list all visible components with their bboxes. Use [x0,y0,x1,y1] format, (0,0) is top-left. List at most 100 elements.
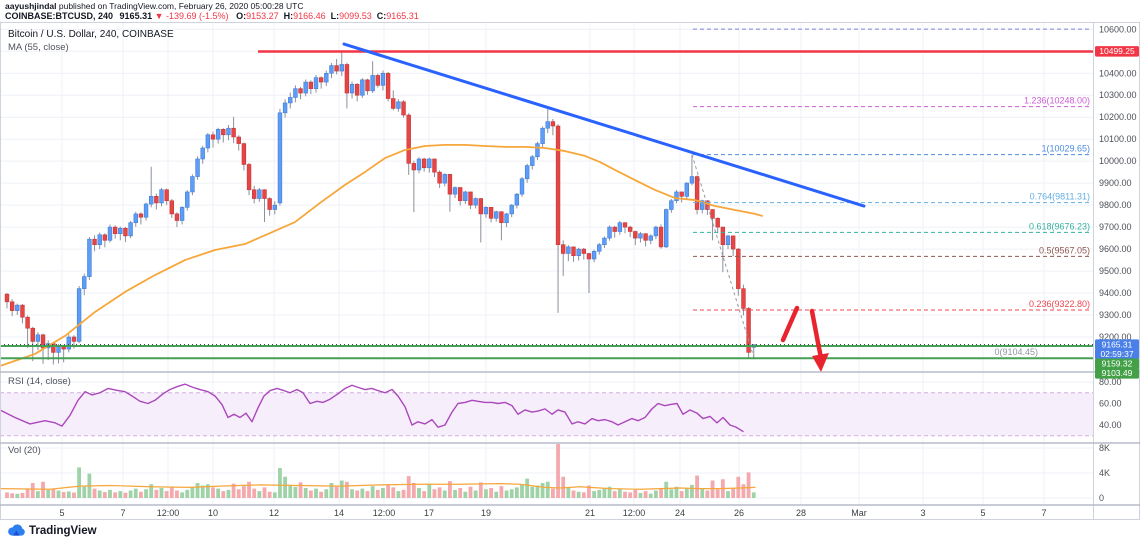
candle-up [272,204,277,210]
volume-bar [56,490,61,498]
candle-up [107,226,113,241]
candle-down [318,77,324,83]
volume-bar [128,490,133,498]
volume-bar [293,486,298,498]
candle-down [571,246,576,256]
candle-down [720,226,726,245]
time-axis-label: Mar [851,508,867,518]
candle-down [221,129,226,136]
footer-bar: TradingView [0,520,1140,541]
time-axis-label: 26 [734,508,744,518]
candle-down [154,196,159,204]
price-axis-label: 10100.00 [1099,134,1137,144]
price-axis-label: 9700.00 [1099,222,1132,232]
ohlc-value-3: 9165.31 [386,11,419,21]
candle-up [653,226,659,237]
chart-header: aayushjindal published on TradingView.co… [0,0,1140,22]
volume-bar [731,488,736,498]
volume-pane-label[interactable]: Vol (20) [8,445,41,456]
legend-title: Bitcoin / U.S. Dollar, 240, COINBASE [8,29,174,40]
volume-bar [236,489,241,498]
candle-down [499,211,504,224]
volume-bar [190,486,195,498]
indicator-lines [0,144,763,433]
vol-axis-label: 0 [1099,493,1104,503]
candle-down [30,327,35,342]
volume-bar [169,487,174,498]
volume-bar [710,480,715,498]
candle-up [329,65,334,74]
tradingview-link[interactable]: TradingView [8,524,97,537]
candle-up [195,158,200,177]
volume-bar [51,488,56,498]
candle-down [236,136,241,144]
candle-down [488,207,494,219]
volume-bar [288,484,293,498]
candle-down [4,293,10,303]
tradingview-logo-text: TradingView [29,524,97,537]
volume-bar [633,489,638,498]
volume-bar [592,491,596,498]
tradingview-logo-icon [8,524,25,536]
candle-up [128,222,133,237]
rsi-axis-label: 40.00 [1099,420,1122,430]
volume-bar [133,488,138,498]
candle-up [576,248,581,256]
volume-bar [643,491,648,498]
fib-level-label: 0.5(9567.05) [1039,245,1090,255]
candle-up [602,237,607,245]
fib-level-label: 0.618(9676.23) [1029,221,1090,231]
volume-bar [123,492,128,498]
candle-up [669,200,674,210]
candle-up [725,235,731,245]
byline-text: published on TradingView.com, February 2… [56,1,304,11]
candle-up [535,143,540,158]
candle-down [447,174,453,195]
volume-bar [10,493,15,498]
volume-bar [654,490,658,498]
candle-down [241,143,247,165]
price-axis-label: 9400.00 [1099,288,1132,298]
candle-up [396,101,401,109]
candle-up [566,246,571,254]
candle-down [432,158,437,173]
volume-bar [175,490,179,498]
price-axis-label: 10300.00 [1099,90,1137,100]
volume-bar [726,491,730,498]
price-axis-label: 10600.00 [1099,24,1137,34]
volume-bar [484,489,488,498]
rsi-pane-label[interactable]: RSI (14, close) [8,376,71,387]
volume-bar [41,481,45,498]
price-badge [1095,368,1139,379]
volume-bar [345,481,349,498]
candle-up [313,77,319,89]
price-badge [1095,348,1139,360]
ohlc-value-1: 9166.46 [293,11,326,21]
volume-bar [97,490,102,498]
chart-legend[interactable]: Bitcoin / U.S. Dollar, 240, COINBASE MA … [8,29,174,53]
time-axis-label: 14 [334,508,344,518]
candle-down [411,163,417,171]
vol-axis-label: 8K [1099,443,1110,453]
volume-bar [381,488,385,498]
candle-down [267,198,272,210]
time-axis-label: 12:00 [157,508,180,518]
candle-down [401,101,406,116]
price-axis-label: 10200.00 [1099,112,1137,122]
price-axis-label: 9300.00 [1099,310,1132,320]
volume-bar [20,492,25,498]
pane-backgrounds [0,392,1093,437]
volume-bar [231,483,236,498]
volume-bar [46,489,51,498]
candle-up [442,174,447,184]
candle-down [174,213,180,221]
volume-bar [422,491,427,498]
candle-up [380,72,386,86]
volume-bar [602,488,607,498]
candle-up [684,182,690,197]
candle-down [421,158,427,169]
candle-up [514,193,520,206]
drawings[interactable]: 1.236(10248.00) 1(10029.65) 0.764(9811.31)… [0,28,1093,372]
volume-bar [623,491,627,498]
